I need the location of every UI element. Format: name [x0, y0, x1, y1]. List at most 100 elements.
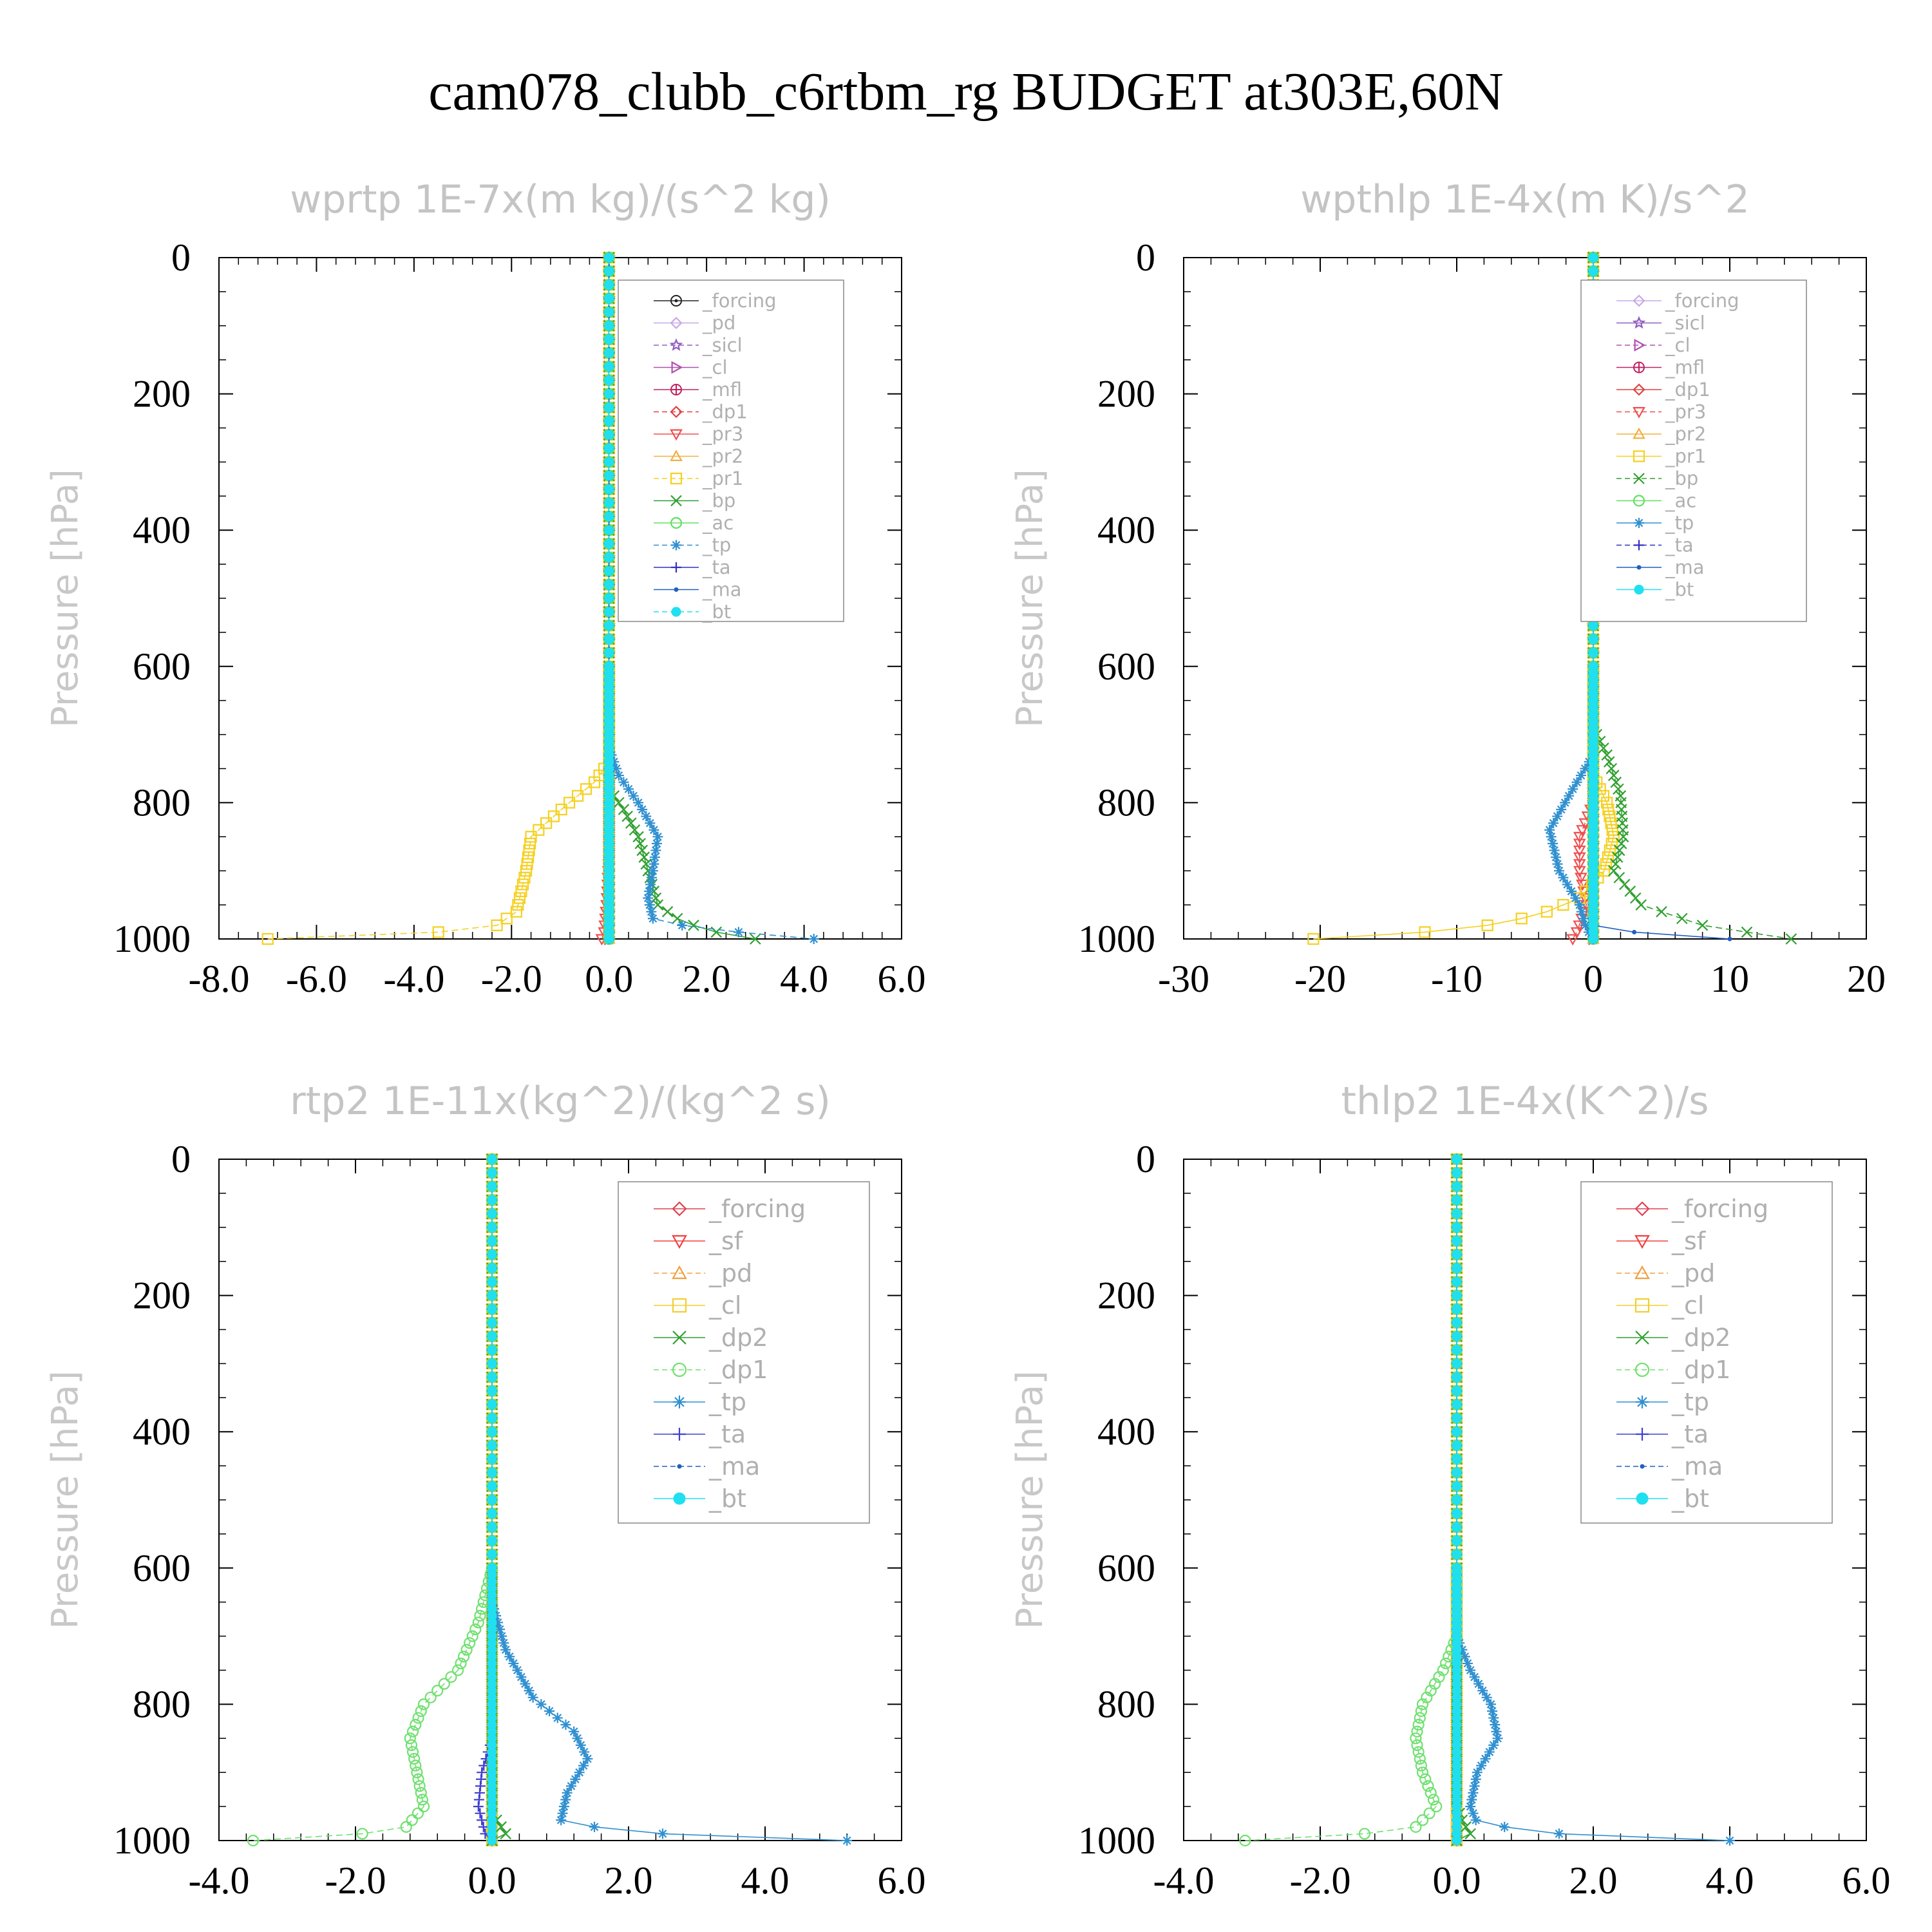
- legend-entry: _ac: [654, 512, 734, 534]
- data-point: [1588, 838, 1598, 849]
- data-point: [644, 900, 655, 911]
- data-point: [1358, 1828, 1370, 1840]
- data-point: [604, 920, 614, 931]
- legend: _forcing _sf _pd _cl _dp2 _dp1 _tp _ta _ma _bt: [618, 1181, 870, 1524]
- data-point: [533, 824, 545, 836]
- data-point: [518, 871, 531, 884]
- x-tick-label: -10: [1431, 958, 1482, 1000]
- legend-entry: _ta: [654, 1420, 746, 1448]
- data-point: [604, 538, 614, 549]
- data-point: [1452, 1495, 1462, 1505]
- data-point: [1452, 1304, 1462, 1314]
- legend-label: _dp1: [702, 401, 748, 423]
- data-point: [487, 1426, 497, 1437]
- data-point: [1549, 845, 1560, 856]
- data-point: [604, 913, 614, 923]
- series-line: [1313, 258, 1615, 940]
- x-tick-label: 0.0: [1433, 1859, 1481, 1902]
- data-point: [1416, 1814, 1429, 1826]
- legend-marker: [1634, 1265, 1650, 1280]
- legend-label: _mfl: [1665, 357, 1705, 379]
- data-point: [604, 375, 614, 386]
- data-point: [445, 1671, 457, 1683]
- data-point: [604, 736, 614, 746]
- data-point: [604, 511, 614, 522]
- data-point: [604, 484, 614, 495]
- data-point: [1603, 756, 1615, 768]
- data-point: [1422, 1780, 1434, 1792]
- x-tick-label: 4.0: [741, 1859, 790, 1902]
- data-point: [604, 777, 614, 788]
- x-tick-label: 0.0: [468, 1859, 516, 1902]
- data-point: [400, 1821, 412, 1833]
- data-point: [1452, 1611, 1462, 1621]
- data-point: [1491, 1726, 1502, 1737]
- data-point: [649, 852, 660, 863]
- data-point: [1452, 1712, 1462, 1723]
- legend-entry: _cl: [1616, 334, 1690, 356]
- x-tick-label: 6.0: [878, 958, 926, 1000]
- legend-marker: [1633, 294, 1645, 307]
- data-point: [644, 886, 655, 896]
- data-point: [604, 730, 614, 740]
- data-point: [604, 886, 614, 896]
- data-point: [588, 776, 601, 788]
- y-axis-label: Pressure [hPa]: [1009, 469, 1051, 728]
- data-point: [1588, 688, 1598, 699]
- legend-marker: [1634, 1201, 1650, 1217]
- data-point: [604, 804, 614, 815]
- data-point: [1576, 825, 1589, 837]
- data-point: [487, 1386, 497, 1396]
- y-tick-label: 0: [171, 236, 191, 279]
- data-point: [582, 1754, 593, 1765]
- data-point: [1452, 1413, 1462, 1423]
- data-point: [1588, 648, 1598, 658]
- data-point: [646, 872, 657, 883]
- data-point: [1412, 1746, 1425, 1758]
- legend-marker: [1633, 407, 1645, 419]
- data-point: [604, 811, 614, 822]
- data-point: [1588, 763, 1598, 774]
- legend-marker: [1636, 1396, 1649, 1408]
- data-point: [520, 1678, 531, 1689]
- data-point: [1465, 1801, 1476, 1812]
- data-point: [487, 1781, 497, 1791]
- data-point: [646, 906, 657, 917]
- data-point: [1588, 702, 1598, 712]
- data-point: [1452, 1481, 1462, 1492]
- data-point: [524, 837, 536, 849]
- legend-entry: _cl: [654, 357, 728, 379]
- data-point: [634, 838, 646, 849]
- data-point: [604, 797, 614, 808]
- legend-entry: _tp: [1616, 512, 1694, 534]
- data-point: [647, 866, 658, 876]
- data-point: [1452, 1508, 1462, 1519]
- x-tick-label: -2.0: [325, 1859, 386, 1902]
- legend-marker: [1633, 450, 1645, 462]
- data-point: [487, 1590, 497, 1600]
- data-point: [1452, 1195, 1462, 1206]
- data-point: [524, 1685, 535, 1696]
- data-point: [578, 1760, 589, 1771]
- data-point: [487, 1828, 497, 1839]
- legend-entry: _pd: [654, 312, 735, 334]
- data-point: [412, 1712, 424, 1724]
- data-point: [565, 1781, 576, 1792]
- data-point: [1452, 1209, 1462, 1219]
- data-point: [1573, 866, 1586, 878]
- data-point: [1452, 1747, 1462, 1757]
- data-point: [1433, 1671, 1445, 1683]
- legend: _forcing_pd_sicl_cl_mfl_dp1_pr3_pr2_pr1_…: [618, 279, 844, 623]
- x-tick-label: 20: [1847, 958, 1886, 1000]
- data-point: [1604, 844, 1616, 857]
- x-tick-label: 4.0: [780, 958, 828, 1000]
- data-point: [1575, 770, 1586, 781]
- data-point: [1452, 1168, 1462, 1178]
- data-point: [1415, 1705, 1427, 1718]
- x-tick-label: 2.0: [1569, 1859, 1618, 1902]
- data-point: [495, 1624, 506, 1635]
- y-tick-label: 0: [1136, 1138, 1155, 1180]
- data-point: [1588, 736, 1598, 746]
- data-point: [645, 879, 656, 890]
